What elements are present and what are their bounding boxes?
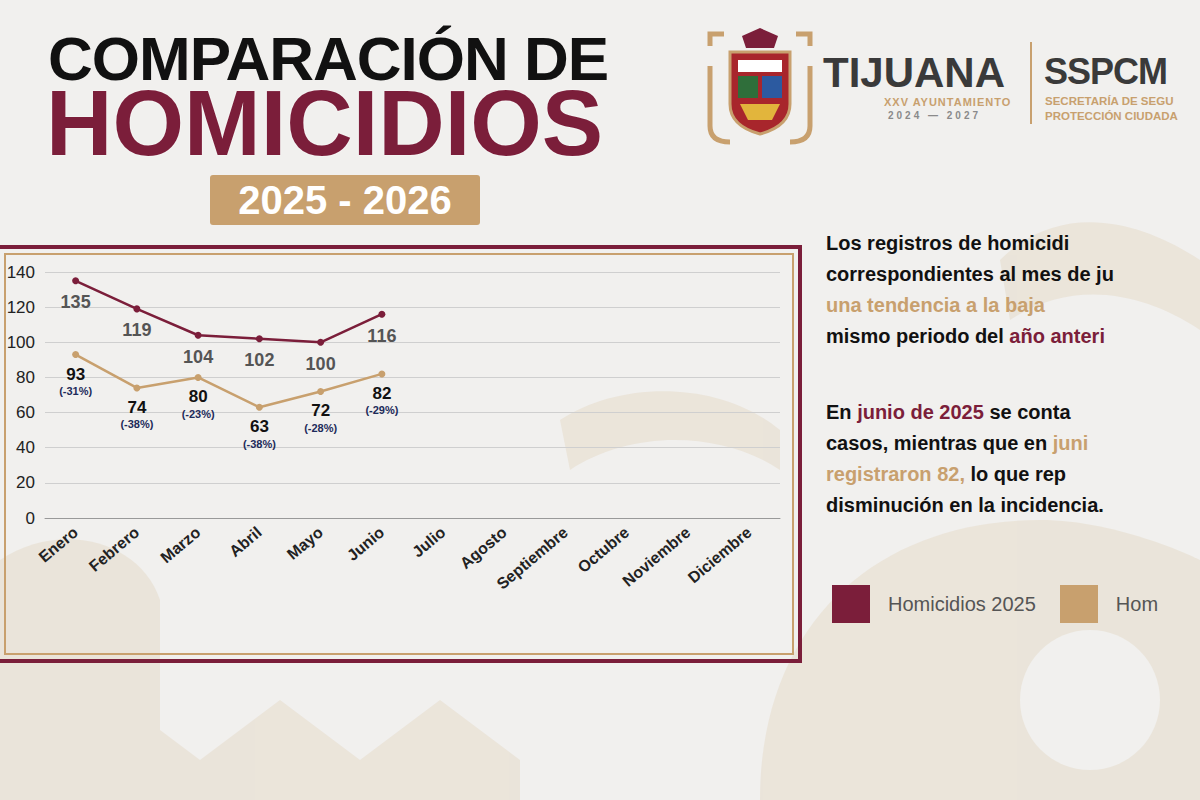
svg-text:(-29%): (-29%) bbox=[365, 404, 398, 416]
html-text:En junio de 2025 se conta: En junio de 2025 se conta bbox=[826, 401, 1071, 423]
html-text:2024 — 2027: 2024 — 2027 bbox=[888, 110, 982, 121]
html-text:Homicidios 2025: Homicidios 2025 bbox=[888, 592, 1036, 615]
svg-text:Agosto: Agosto bbox=[457, 523, 510, 572]
svg-text:Enero: Enero bbox=[35, 523, 81, 565]
html-text:Hom: Hom bbox=[1115, 592, 1159, 615]
svg-text:72: 72 bbox=[311, 401, 330, 420]
svg-text:140: 140 bbox=[7, 263, 35, 282]
svg-text:Marzo: Marzo bbox=[157, 523, 204, 566]
html-text:SECRETARÍA DE SEGU: SECRETARÍA DE SEGU bbox=[1045, 95, 1174, 107]
svg-text:(-31%): (-31%) bbox=[59, 385, 92, 397]
svg-text:Abril: Abril bbox=[226, 523, 265, 559]
svg-text:Mayo: Mayo bbox=[284, 523, 326, 562]
html-text:disminución en la incidencia.: disminución en la incidencia. bbox=[826, 494, 1104, 516]
svg-text:Febrero: Febrero bbox=[86, 523, 143, 574]
svg-text:119: 119 bbox=[122, 320, 151, 340]
svg-text:104: 104 bbox=[183, 347, 213, 367]
svg-text:Diciembre: Diciembre bbox=[685, 523, 755, 586]
svg-text:80: 80 bbox=[16, 368, 35, 387]
svg-text:63: 63 bbox=[250, 417, 269, 436]
html-text:casos, mientras que en juni: casos, mientras que en juni bbox=[826, 432, 1089, 454]
html-text:2025 - 2026: 2025 - 2026 bbox=[238, 178, 452, 222]
svg-text:(-23%): (-23%) bbox=[182, 408, 215, 420]
svg-text:74: 74 bbox=[127, 398, 146, 417]
svg-text:82: 82 bbox=[372, 384, 391, 403]
svg-text:102: 102 bbox=[244, 350, 274, 370]
html-text:HOMICIDIOS: HOMICIDIOS bbox=[46, 72, 604, 174]
svg-text:120: 120 bbox=[7, 298, 35, 317]
html-text:PROTECCIÓN CIUDADA: PROTECCIÓN CIUDADA bbox=[1045, 110, 1178, 122]
svg-text:40: 40 bbox=[16, 438, 35, 457]
svg-text:Noviembre: Noviembre bbox=[619, 523, 693, 589]
svg-text:(-28%): (-28%) bbox=[304, 422, 337, 434]
svg-text:80: 80 bbox=[189, 387, 208, 406]
html-text:TIJUANA: TIJUANA bbox=[823, 49, 1005, 96]
svg-text:0: 0 bbox=[26, 509, 35, 528]
html-text:Los registros de homicidi: Los registros de homicidi bbox=[826, 232, 1070, 254]
svg-text:20: 20 bbox=[16, 473, 35, 492]
svg-text:Julio: Julio bbox=[409, 523, 449, 560]
svg-text:Octubre: Octubre bbox=[574, 523, 632, 576]
svg-text:135: 135 bbox=[61, 292, 91, 312]
html-text:XXV AYUNTAMIENTO: XXV AYUNTAMIENTO bbox=[884, 96, 1012, 108]
svg-text:100: 100 bbox=[306, 354, 336, 374]
html-text:mismo periodo del año anteri: mismo periodo del año anteri bbox=[826, 325, 1105, 347]
html-text:correspondientes al mes de ju: correspondientes al mes de ju bbox=[826, 263, 1114, 285]
svg-text:Septiembre: Septiembre bbox=[493, 523, 571, 592]
html-text:registraron 82, lo que rep: registraron 82, lo que rep bbox=[826, 463, 1067, 485]
html-text:COMPARACIÓN DE: COMPARACIÓN DE bbox=[48, 24, 609, 93]
svg-text:100: 100 bbox=[7, 333, 35, 352]
html-text:una tendencia a la baja: una tendencia a la baja bbox=[826, 294, 1045, 316]
svg-text:116: 116 bbox=[367, 326, 396, 346]
svg-text:60: 60 bbox=[16, 403, 35, 422]
svg-text:93: 93 bbox=[66, 365, 85, 384]
svg-text:Junio: Junio bbox=[344, 523, 388, 564]
svg-text:(-38%): (-38%) bbox=[120, 418, 153, 430]
svg-text:(-38%): (-38%) bbox=[243, 438, 276, 450]
html-text:SSPCM: SSPCM bbox=[1044, 51, 1167, 92]
